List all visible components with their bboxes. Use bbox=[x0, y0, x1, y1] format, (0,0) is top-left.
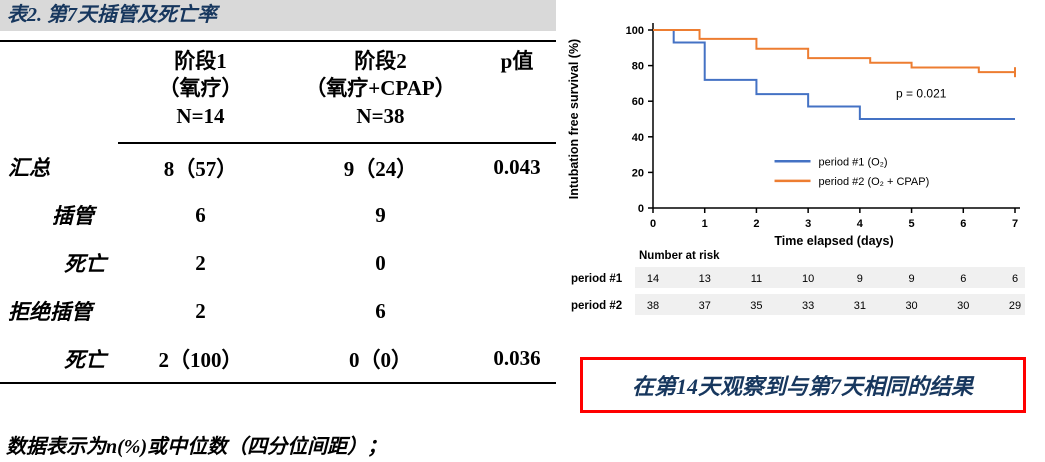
legend-label: period #1 (O₂) bbox=[818, 156, 887, 168]
table-title: 表2. 第7天插管及死亡率 bbox=[0, 0, 556, 31]
risk-value: 31 bbox=[853, 300, 865, 312]
y-axis-title: Intubation free survival (%) bbox=[567, 39, 581, 199]
risk-row-label: period #2 bbox=[571, 300, 622, 312]
x-axis-title: Time elapsed (days) bbox=[774, 234, 893, 248]
y-tick-label: 80 bbox=[631, 61, 643, 73]
risk-value: 6 bbox=[1011, 273, 1017, 285]
risk-value: 14 bbox=[646, 273, 658, 285]
risk-value: 30 bbox=[957, 300, 969, 312]
row-label: 死亡 bbox=[0, 335, 118, 384]
table-row-death: 死亡 2 0 bbox=[0, 239, 556, 287]
risk-value: 6 bbox=[960, 273, 966, 285]
risk-value: 11 bbox=[750, 273, 761, 285]
km-survival-chart: 0 20 40 60 80 100 0 1 2 3 4 5 6 7 Time elapsed (days) I… bbox=[567, 23, 1025, 315]
cell-period1: 2 bbox=[195, 250, 206, 275]
cell-pvalue bbox=[478, 287, 556, 335]
table-panel: 表2. 第7天插管及死亡率 阶段1 （氧疗） N=14 阶段2 （氧疗+CPAP… bbox=[0, 0, 556, 458]
risk-value: 9 bbox=[856, 273, 862, 285]
km-curve-period2 bbox=[652, 29, 1015, 74]
x-tick-label: 7 bbox=[1011, 218, 1017, 230]
x-tick-label: 5 bbox=[908, 218, 914, 230]
chart-panel: 0 20 40 60 80 100 0 1 2 3 4 5 6 7 Time elapsed (days) I… bbox=[556, 0, 1045, 462]
table-row-death-refused: 死亡 2（100） 0（0） 0.036 bbox=[0, 335, 556, 384]
y-tick-label: 20 bbox=[631, 167, 643, 179]
risk-row-band bbox=[634, 267, 1025, 288]
table-row-refused-intubation: 拒绝插管 2 6 bbox=[0, 287, 556, 335]
table-footnote: 数据表示为n(%)或中位数（四分位间距）； bbox=[6, 436, 388, 458]
p-value-annotation: p = 0.021 bbox=[896, 87, 947, 101]
cell-period2: 9（24） bbox=[343, 156, 418, 181]
x-tick-label: 0 bbox=[649, 218, 655, 230]
row-label: 死亡 bbox=[64, 252, 106, 276]
cell-period1: 8（57） bbox=[163, 156, 238, 181]
cell-pvalue: 0.036 bbox=[478, 335, 556, 384]
outcomes-table: 阶段1 （氧疗） N=14 阶段2 （氧疗+CPAP） N=38 p值 汇总 8… bbox=[0, 40, 556, 384]
risk-row-label: period #1 bbox=[571, 273, 623, 285]
conclusion-box: 在第14天观察到与第7天相同的结果 bbox=[579, 357, 1026, 413]
header-row: 阶段1 （氧疗） N=14 阶段2 （氧疗+CPAP） N=38 p值 bbox=[0, 41, 556, 144]
col-header-period1: 阶段1 （氧疗） N=14 bbox=[118, 41, 283, 144]
cell-pvalue: 0.043 bbox=[493, 155, 541, 179]
x-tick-label: 2 bbox=[753, 218, 759, 230]
y-tick-label: 40 bbox=[631, 132, 643, 144]
risk-value: 10 bbox=[802, 273, 814, 285]
table-row-intubation: 插管 6 9 bbox=[0, 191, 556, 239]
cell-period2: 0（0） bbox=[283, 335, 478, 384]
legend-label: period #2 (O₂ + CPAP) bbox=[818, 176, 929, 188]
table-row-total: 汇总 8（57） 9（24） 0.043 bbox=[0, 143, 556, 191]
y-tick-label: 60 bbox=[631, 96, 643, 108]
col-header-period2: 阶段2 （氧疗+CPAP） N=38 bbox=[283, 41, 478, 144]
cell-period1: 6 bbox=[195, 202, 206, 227]
conclusion-text: 在第14天观察到与第7天相同的结果 bbox=[631, 374, 973, 399]
row-label: 拒绝插管 bbox=[8, 300, 92, 324]
risk-value: 13 bbox=[698, 273, 710, 285]
km-curve-period1 bbox=[652, 29, 1015, 120]
risk-value: 30 bbox=[905, 300, 917, 312]
risk-value: 9 bbox=[908, 273, 914, 285]
row-label: 汇总 bbox=[8, 156, 50, 180]
x-tick-label: 1 bbox=[701, 218, 707, 230]
x-tick-label: 6 bbox=[960, 218, 966, 230]
cell-pvalue bbox=[478, 191, 556, 239]
risk-row-band bbox=[634, 294, 1025, 315]
col-header-pvalue: p值 bbox=[478, 41, 556, 144]
x-tick-label: 3 bbox=[805, 218, 811, 230]
cell-period1: 2 bbox=[195, 298, 206, 323]
cell-period2: 0 bbox=[375, 250, 386, 275]
risk-value: 35 bbox=[750, 300, 762, 312]
stub-header bbox=[0, 41, 118, 143]
cell-period1: 2（100） bbox=[118, 335, 283, 384]
risk-value: 29 bbox=[1008, 300, 1020, 312]
cell-period2: 9 bbox=[375, 202, 386, 227]
cell-pvalue bbox=[478, 239, 556, 287]
row-label: 插管 bbox=[52, 204, 94, 228]
risk-value: 37 bbox=[698, 300, 710, 312]
y-tick-label: 0 bbox=[637, 203, 643, 215]
risk-value: 38 bbox=[646, 300, 658, 312]
cell-period2: 6 bbox=[375, 298, 386, 323]
x-tick-label: 4 bbox=[856, 218, 863, 230]
risk-value: 33 bbox=[802, 300, 814, 312]
y-tick-label: 100 bbox=[625, 25, 643, 37]
number-at-risk-label: Number at risk bbox=[639, 250, 720, 262]
